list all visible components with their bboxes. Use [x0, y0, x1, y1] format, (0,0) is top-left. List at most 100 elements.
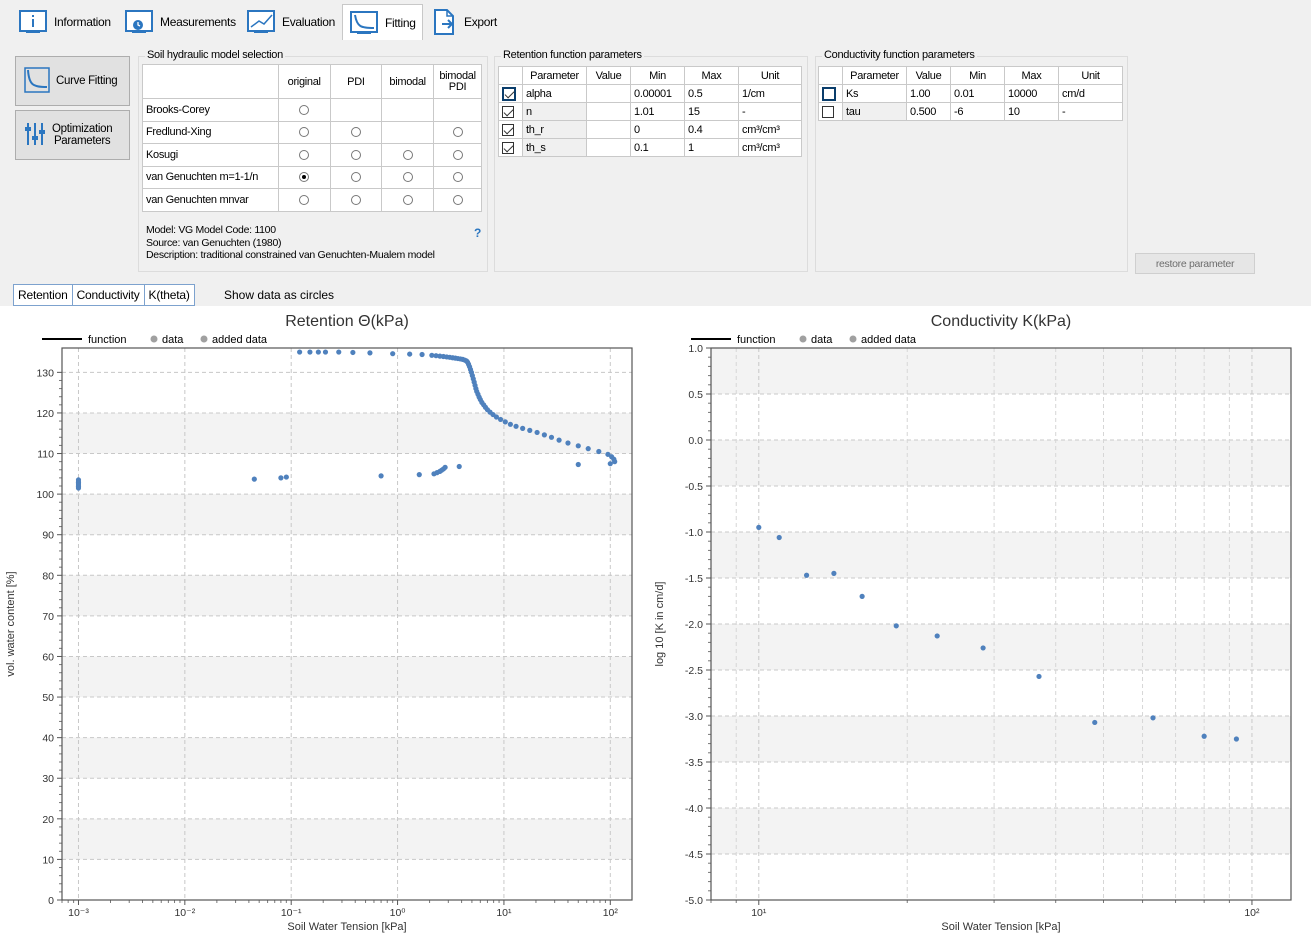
- tab-retention[interactable]: Retention: [13, 284, 73, 306]
- data-point: [607, 461, 613, 467]
- param-row-Ks[interactable]: Ks 1.00 0.01 10000 cm/d: [818, 84, 1123, 103]
- tab-evaluation[interactable]: Evaluation: [240, 4, 341, 40]
- data-point: [497, 416, 504, 423]
- optimization-parameters-button[interactable]: Optimization Parameters: [15, 110, 130, 160]
- legend-label: data: [811, 334, 833, 346]
- tab-measurements[interactable]: Measurements: [118, 4, 242, 40]
- data-point: [575, 461, 581, 468]
- param-header-row: Parameter Value Min Max Unit: [818, 66, 1123, 85]
- tab-conductivity[interactable]: Conductivity: [71, 284, 145, 306]
- param-value-cell[interactable]: [586, 102, 631, 121]
- model-radio-bimodal-pdi[interactable]: [452, 172, 463, 183]
- param-row-alpha[interactable]: alpha 0.00001 0.5 1/cm: [498, 84, 802, 103]
- param-min-cell[interactable]: 1.01: [630, 102, 685, 121]
- param-value-cell[interactable]: [586, 84, 631, 103]
- param-row-tau[interactable]: tau 0.500 -6 10-: [818, 102, 1123, 121]
- model-radio-pdi[interactable]: [350, 149, 361, 160]
- param-unit-cell: cm/d: [1058, 84, 1123, 103]
- help-icon[interactable]: ?: [474, 226, 482, 240]
- model-radio-bimodal[interactable]: [402, 149, 413, 160]
- param-value-cell[interactable]: [586, 120, 631, 139]
- y-tick-label: 90: [42, 530, 54, 542]
- x-axis-label: Soil Water Tension [kPa]: [287, 921, 406, 933]
- model-name: Brooks-Corey: [142, 98, 279, 122]
- restore-parameter-button[interactable]: restore parameter: [1135, 253, 1255, 274]
- param-row-th_r[interactable]: th_r 0 0.4 cm³/cm³: [498, 120, 802, 139]
- model-radio-bimodal-pdi[interactable]: [452, 127, 463, 138]
- fit-Ks-checkbox[interactable]: [822, 86, 836, 101]
- param-max-cell[interactable]: 15: [684, 102, 739, 121]
- data-point: [556, 437, 562, 443]
- model-row: van Genuchten m=1-1/n: [142, 165, 482, 189]
- param-max-cell[interactable]: 1: [684, 138, 739, 157]
- model-radio-bimodal[interactable]: [402, 172, 413, 183]
- model-radio-original[interactable]: [299, 104, 310, 115]
- param-min-cell[interactable]: 0.01: [950, 84, 1005, 103]
- fit-n-checkbox[interactable]: [502, 105, 514, 118]
- chart-area: Retention Θ(kPa) function data added data 0 1…: [0, 306, 1311, 943]
- model-radio-original[interactable]: [299, 172, 310, 183]
- param-header-value: Value: [586, 66, 631, 85]
- y-tick-label: -1.5: [685, 573, 703, 585]
- param-max-cell[interactable]: 0.4: [684, 120, 739, 139]
- param-header-max: Max: [1004, 66, 1059, 85]
- model-radio-pdi[interactable]: [350, 194, 361, 205]
- y-tick-label: 20: [42, 814, 54, 826]
- param-row-n[interactable]: n 1.01 15-: [498, 102, 802, 121]
- model-option-cell: [329, 143, 383, 167]
- model-option-cell: [433, 98, 482, 122]
- param-header-value: Value: [906, 66, 951, 85]
- fit-tau-checkbox[interactable]: [822, 105, 834, 118]
- model-header-blank: [142, 64, 279, 99]
- optimization-label-line1: Optimization: [52, 123, 113, 135]
- tab-fitting[interactable]: Fitting: [342, 4, 423, 40]
- model-radio-pdi[interactable]: [350, 172, 361, 183]
- fit-alpha-checkbox[interactable]: [502, 86, 516, 101]
- param-min-cell[interactable]: 0.1: [630, 138, 685, 157]
- model-radio-pdi[interactable]: [350, 127, 361, 138]
- data-point: [378, 473, 384, 479]
- data-point: [859, 593, 865, 599]
- param-row-th_s[interactable]: th_s 0.1 1 cm³/cm³: [498, 138, 802, 157]
- param-value-cell[interactable]: 1.00: [906, 84, 951, 103]
- data-point: [433, 353, 439, 359]
- model-radio-bimodal[interactable]: [402, 194, 413, 205]
- y-tick-label: -4.0: [685, 803, 703, 815]
- fitting-icon: [349, 10, 379, 36]
- data-point: [1233, 736, 1240, 742]
- y-tick-label: -1.0: [685, 527, 703, 539]
- param-header-min: Min: [630, 66, 685, 85]
- tab-export-label: Export: [464, 15, 497, 29]
- tab-export[interactable]: Export: [426, 4, 503, 40]
- y-tick-label: 60: [42, 651, 54, 663]
- y-axis-label: vol. water content [%]: [5, 571, 17, 676]
- param-max-cell[interactable]: 0.5: [684, 84, 739, 103]
- param-max-cell[interactable]: 10000: [1004, 84, 1059, 103]
- row-fit-checkbox-cell: [498, 120, 523, 139]
- param-max-cell[interactable]: 10: [1004, 102, 1059, 121]
- curve-fitting-button[interactable]: Curve Fitting: [15, 56, 130, 106]
- model-radio-bimodal-pdi[interactable]: [452, 149, 463, 160]
- show-data-as-circles-label[interactable]: Show data as circles: [224, 288, 335, 302]
- model-radio-original[interactable]: [299, 127, 310, 138]
- param-value-cell[interactable]: 0.500: [906, 102, 951, 121]
- tab-information[interactable]: Information: [12, 4, 117, 40]
- fit-th_r-checkbox[interactable]: [502, 123, 514, 136]
- param-min-cell[interactable]: 0: [630, 120, 685, 139]
- y-tick-label: 110: [37, 449, 54, 461]
- plot-band: [711, 808, 1291, 854]
- param-min-cell[interactable]: 0.00001: [630, 84, 685, 103]
- fit-th_s-checkbox[interactable]: [502, 141, 514, 154]
- model-header-bimodal-pdi: bimodal PDI: [433, 64, 482, 99]
- model-option-cell: [277, 143, 331, 167]
- tab-k-theta[interactable]: K(theta): [143, 284, 195, 306]
- model-option-cell: [433, 165, 482, 189]
- model-radio-bimodal-pdi[interactable]: [452, 194, 463, 205]
- data-point: [507, 421, 513, 427]
- param-min-cell[interactable]: -6: [950, 102, 1005, 121]
- param-value-cell[interactable]: [586, 138, 631, 157]
- y-tick-label: 50: [42, 692, 54, 704]
- model-radio-original[interactable]: [299, 149, 310, 160]
- param-param-cell: tau: [842, 102, 907, 121]
- model-radio-original[interactable]: [299, 194, 310, 205]
